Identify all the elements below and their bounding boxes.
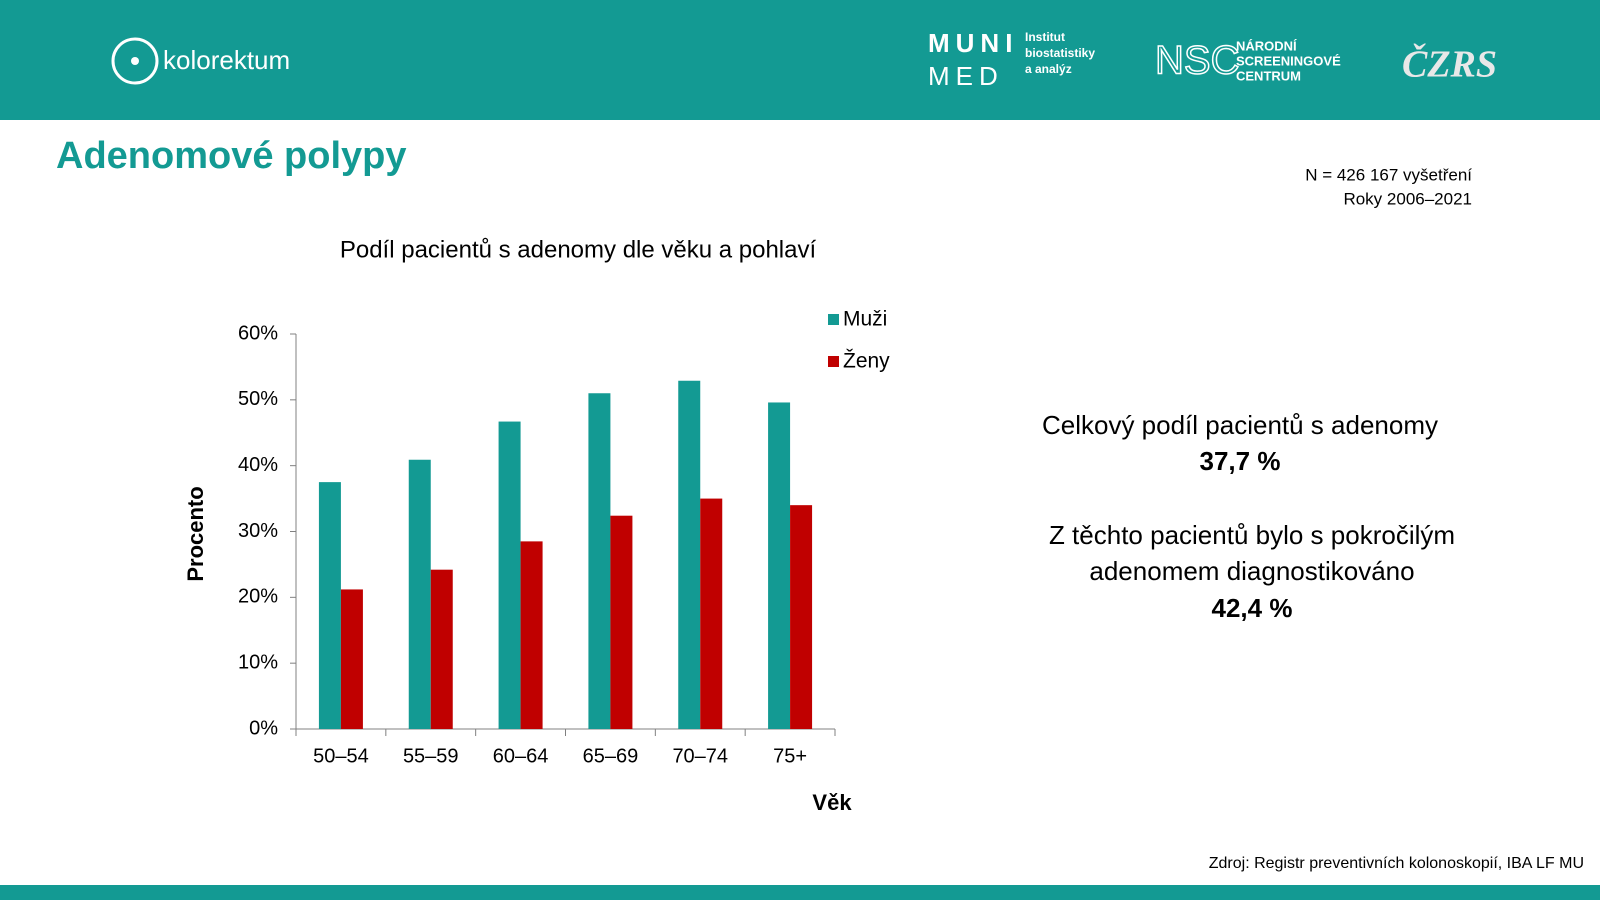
bar	[700, 498, 723, 729]
bar	[678, 380, 701, 729]
bar	[588, 393, 611, 729]
bar	[408, 459, 431, 729]
y-tick-label: 10%	[238, 651, 278, 673]
x-tick-label: 65–69	[583, 745, 639, 767]
y-axis-label: Procento	[183, 486, 208, 581]
logo-icon	[111, 37, 159, 85]
x-tick-label: 50–54	[313, 745, 369, 767]
note: N = 426 167 vyšetření	[1305, 165, 1472, 184]
summary-value: 37,7 %	[1200, 446, 1281, 476]
summary-value: 42,4 %	[1212, 593, 1293, 623]
y-tick-label: 50%	[238, 388, 278, 410]
legend-label: Muži	[843, 308, 887, 331]
nsc-name: NÁRODNÍ	[1236, 38, 1297, 53]
logo-dot	[131, 57, 139, 65]
bar	[610, 515, 633, 729]
y-tick-label: 40%	[238, 454, 278, 476]
x-tick-label: 60–64	[493, 745, 549, 767]
bar	[790, 505, 813, 729]
y-tick-label: 0%	[249, 717, 278, 739]
summary-text: Z těchto pacientů bylo s pokročilým	[1049, 520, 1455, 550]
nsc: NSC	[1155, 39, 1239, 83]
footer-band	[0, 885, 1600, 900]
institute: a analýz	[1025, 62, 1072, 76]
legend-swatch	[828, 314, 839, 325]
bar	[520, 541, 543, 729]
institute: biostatistiky	[1025, 46, 1095, 60]
chart-title: Podíl pacientů s adenomy dle věku a pohl…	[340, 236, 817, 263]
bar	[340, 589, 363, 729]
x-tick-label: 70–74	[672, 745, 728, 767]
summary-text: adenomem diagnostikováno	[1089, 556, 1414, 586]
y-tick-label: 30%	[238, 520, 278, 542]
bar	[498, 421, 521, 729]
muni: MUNI	[928, 28, 1018, 58]
med: MED	[928, 61, 1004, 91]
bar	[318, 482, 341, 729]
slide-title: Adenomové polypy	[56, 135, 407, 177]
bar	[768, 402, 791, 729]
nsc-name: SCREENINGOVÉ	[1236, 53, 1341, 68]
czrs: ČZRS	[1402, 43, 1497, 86]
x-axis-label: Věk	[812, 790, 852, 815]
note: Roky 2006–2021	[1343, 189, 1472, 208]
logo-text: kolorektum	[163, 45, 290, 75]
x-tick-label: 55–59	[403, 745, 459, 767]
nsc-name: CENTRUM	[1236, 68, 1301, 83]
x-tick-label: 75+	[773, 745, 807, 767]
legend-swatch	[828, 356, 839, 367]
summary-text: Celkový podíl pacientů s adenomy	[1042, 410, 1438, 440]
source: Zdroj: Registr preventivních kolonoskopi…	[1209, 855, 1584, 872]
bar	[430, 569, 453, 729]
y-tick-label: 20%	[238, 586, 278, 608]
legend-label: Ženy	[843, 350, 890, 373]
institute: Institut	[1025, 30, 1065, 44]
y-tick-label: 60%	[238, 322, 278, 344]
header-band	[0, 0, 1600, 120]
